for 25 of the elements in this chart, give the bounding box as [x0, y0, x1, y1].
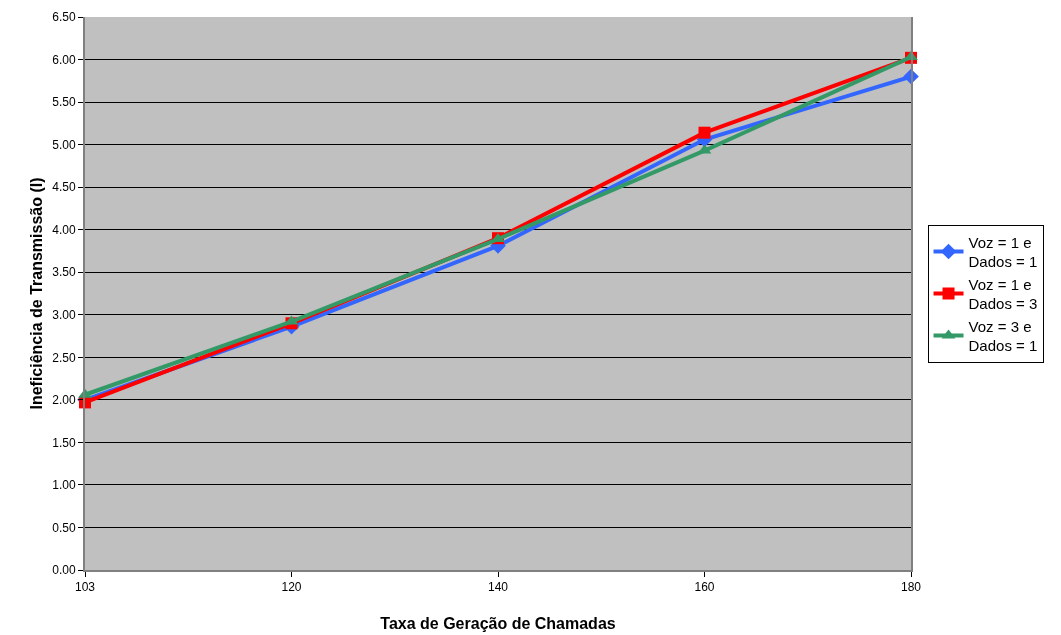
x-tick-label: 140 [487, 580, 509, 595]
legend-label: Voz = 1 e Dados = 1 [968, 233, 1038, 271]
y-tick-label: 6.00 [52, 52, 76, 67]
y-tick-label: 3.00 [52, 307, 76, 322]
x-tick-label: 160 [694, 580, 715, 595]
y-tick-label: 1.50 [52, 435, 76, 450]
y-tick-label: 0.00 [52, 563, 76, 578]
y-tick-label: 0.50 [52, 520, 76, 535]
y-tick-label: 5.50 [52, 95, 76, 110]
y-tick-label: 5.00 [52, 137, 76, 152]
y-tick-label: 1.00 [52, 478, 76, 493]
x-tick-label: 120 [281, 580, 302, 595]
legend-label: Voz = 3 e Dados = 1 [968, 317, 1038, 355]
y-axis-title: Ineficiência de Transmissão (I) [28, 177, 45, 410]
y-tick-label: 3.50 [52, 265, 76, 280]
point [698, 126, 711, 139]
x-axis-title: Taxa de Geração de Chamadas [380, 615, 616, 632]
y-tick-label: 2.00 [52, 393, 76, 408]
x-tick-label: 103 [74, 580, 96, 595]
legend-label: Voz = 1 e Dados = 3 [968, 275, 1038, 313]
y-tick-label: 2.50 [52, 350, 76, 365]
y-tick-label: 4.00 [52, 222, 76, 237]
y-tick-label: 6.50 [52, 10, 76, 25]
x-tick-label: 180 [900, 580, 922, 595]
y-tick-label: 4.50 [52, 180, 76, 195]
